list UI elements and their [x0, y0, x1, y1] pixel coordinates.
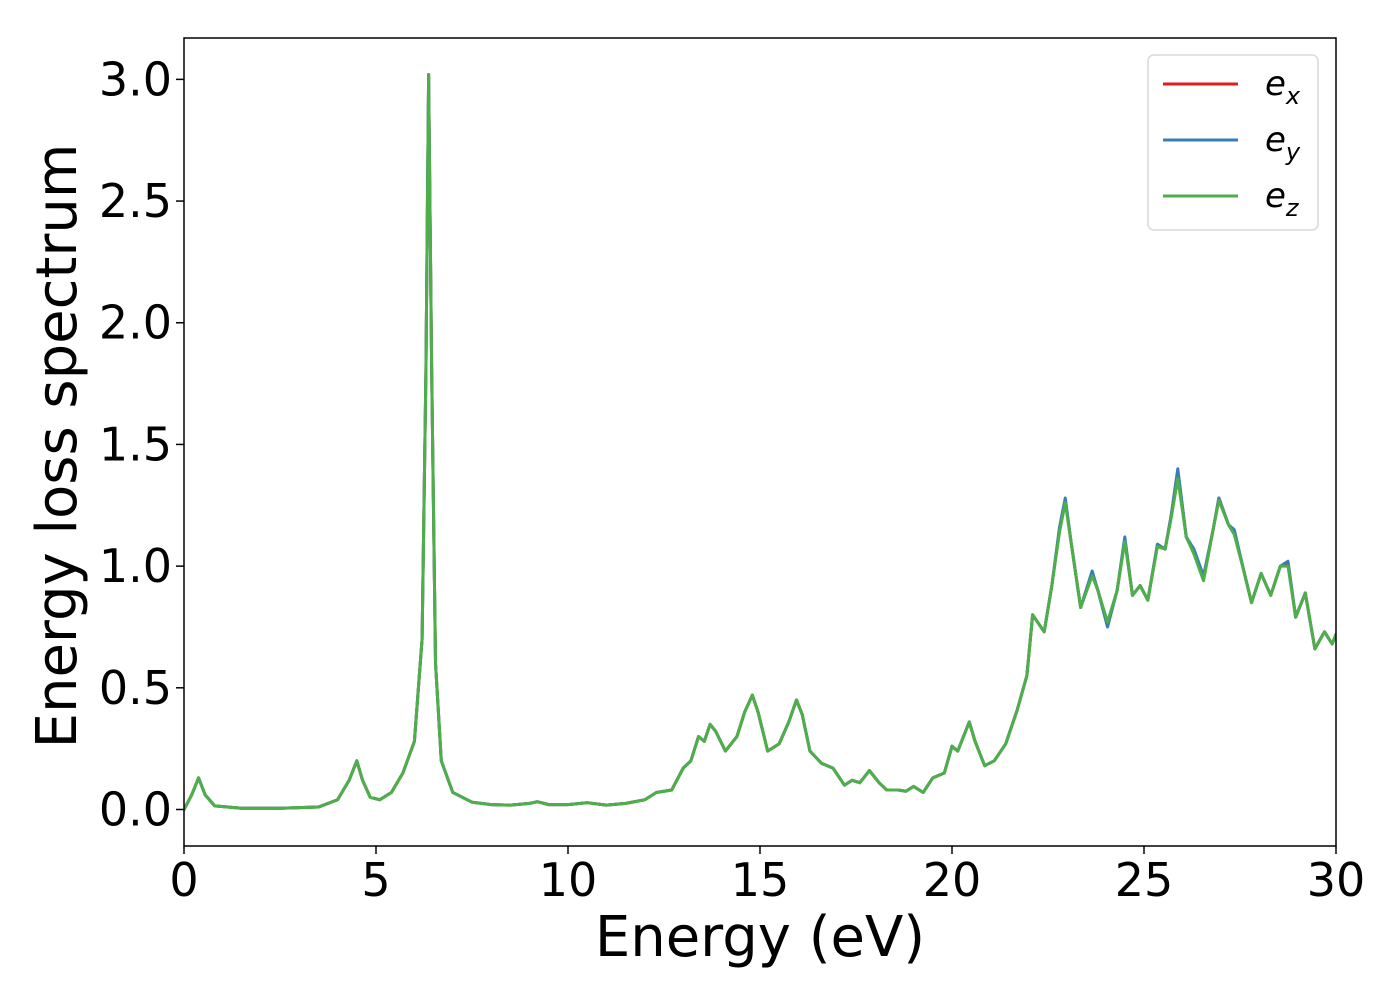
y-tick-label: 2.0	[99, 296, 172, 350]
x-tick-label: 25	[1115, 853, 1174, 907]
y-axis: 0.0 0.5 1.0 1.5 2.0 2.5 3.0	[99, 52, 184, 836]
y-tick-label: 3.0	[99, 52, 172, 106]
x-tick-label: 0	[169, 853, 198, 907]
y-tick-label: 1.0	[99, 539, 172, 593]
x-tick-label: 5	[361, 853, 390, 907]
y-tick-label: 2.5	[99, 174, 172, 228]
x-tick-label: 15	[731, 853, 790, 907]
legend-label: ex	[1265, 64, 1301, 110]
series-lines	[184, 73, 1336, 811]
x-tick-label: 20	[923, 853, 982, 907]
y-axis-title: Energy loss spectrum	[25, 144, 90, 749]
series-line-ez	[184, 73, 1336, 811]
y-tick-label: 1.5	[99, 417, 172, 471]
x-axis-title: Energy (eV)	[595, 905, 925, 970]
x-tick-label: 30	[1307, 853, 1366, 907]
legend: ex ey ez	[1147, 54, 1319, 231]
y-tick-label: 0.0	[99, 782, 172, 836]
y-tick-label: 0.5	[99, 661, 172, 715]
legend-label: ez	[1265, 176, 1300, 222]
x-axis: 0 5 10 15 20 25 30	[169, 846, 1365, 907]
legend-box	[1147, 54, 1319, 231]
series-layer	[184, 73, 1336, 811]
legend-label: ey	[1265, 120, 1301, 166]
x-tick-label: 10	[539, 853, 598, 907]
